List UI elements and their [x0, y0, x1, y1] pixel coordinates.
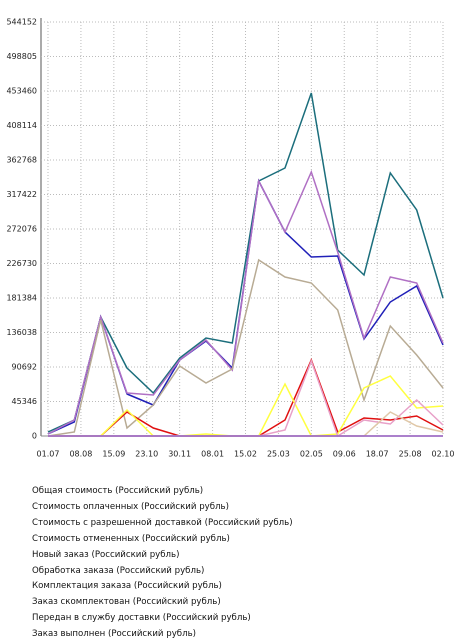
- page: {"chart_data": {"type": "line", "x_label…: [6, 17, 455, 640]
- x-tick-label: 08.08: [69, 450, 92, 459]
- x-tick-label: 01.07: [37, 450, 60, 459]
- legend-entry[interactable]: Общая стоимость (Российский рубль): [32, 486, 204, 496]
- y-tick-label: 544152: [6, 18, 37, 27]
- x-tick-label: 25.03: [267, 450, 290, 459]
- legend-entry[interactable]: Заказ выполнен (Российский рубль): [32, 629, 196, 640]
- x-tick-label: 30.11: [168, 450, 191, 459]
- legend-entry[interactable]: Новый заказ (Российский рубль): [32, 549, 180, 560]
- x-tick-label: 02.10: [432, 450, 455, 459]
- y-tick-label: 136038: [6, 328, 37, 337]
- x-tick-label: 09.06: [333, 450, 356, 459]
- y-tick-label: 408114: [6, 121, 37, 130]
- y-tick-label: 90692: [12, 363, 37, 372]
- y-tick-label: 226730: [6, 259, 37, 268]
- legend-entry[interactable]: Стоимость оплаченных (Российский рубль): [32, 501, 229, 512]
- legend-entry[interactable]: Стоимость с разрешенной доставкой (Росси…: [32, 517, 293, 528]
- series-line: [47, 169, 444, 435]
- x-tick-label: 02.05: [300, 450, 323, 459]
- x-tick-label: 15.02: [234, 450, 257, 459]
- y-tick-label: 272076: [6, 225, 37, 234]
- y-tick-label: 45346: [12, 397, 37, 406]
- x-tick-label: 25.08: [399, 450, 422, 459]
- legend-entry[interactable]: Стоимость отмененных (Российский рубль): [32, 533, 230, 544]
- y-tick-label: 317422: [6, 190, 37, 199]
- y-tick-label: 181384: [6, 294, 37, 303]
- legend-entry[interactable]: Комплектация заказа (Российский рубль): [32, 581, 222, 592]
- legend-entry[interactable]: Заказ скомплектован (Российский рубль): [32, 597, 221, 608]
- y-tick-label: 453460: [6, 87, 37, 96]
- x-tick-label: 23.10: [135, 450, 158, 459]
- x-tick-label: 08.01: [201, 450, 224, 459]
- y-tick-label: 362768: [6, 156, 37, 165]
- legend-entry[interactable]: Обработка заказа (Российский рубль): [32, 565, 205, 576]
- series-line: [47, 92, 444, 433]
- x-tick-label: 15.09: [102, 450, 125, 459]
- y-tick-label: 498805: [6, 52, 37, 61]
- y-tick-label: 0: [32, 432, 37, 441]
- legend-entry[interactable]: Передан в службу доставки (Российский ру…: [32, 613, 251, 624]
- chart: 0 45346 90692 136038 181384 226730 272076 31742…: [6, 18, 455, 459]
- series-line: [47, 258, 444, 437]
- x-tick-label: 18.07: [366, 450, 389, 459]
- legend: Общая стоимость (Российский рубль) Стоимо…: [32, 484, 293, 643]
